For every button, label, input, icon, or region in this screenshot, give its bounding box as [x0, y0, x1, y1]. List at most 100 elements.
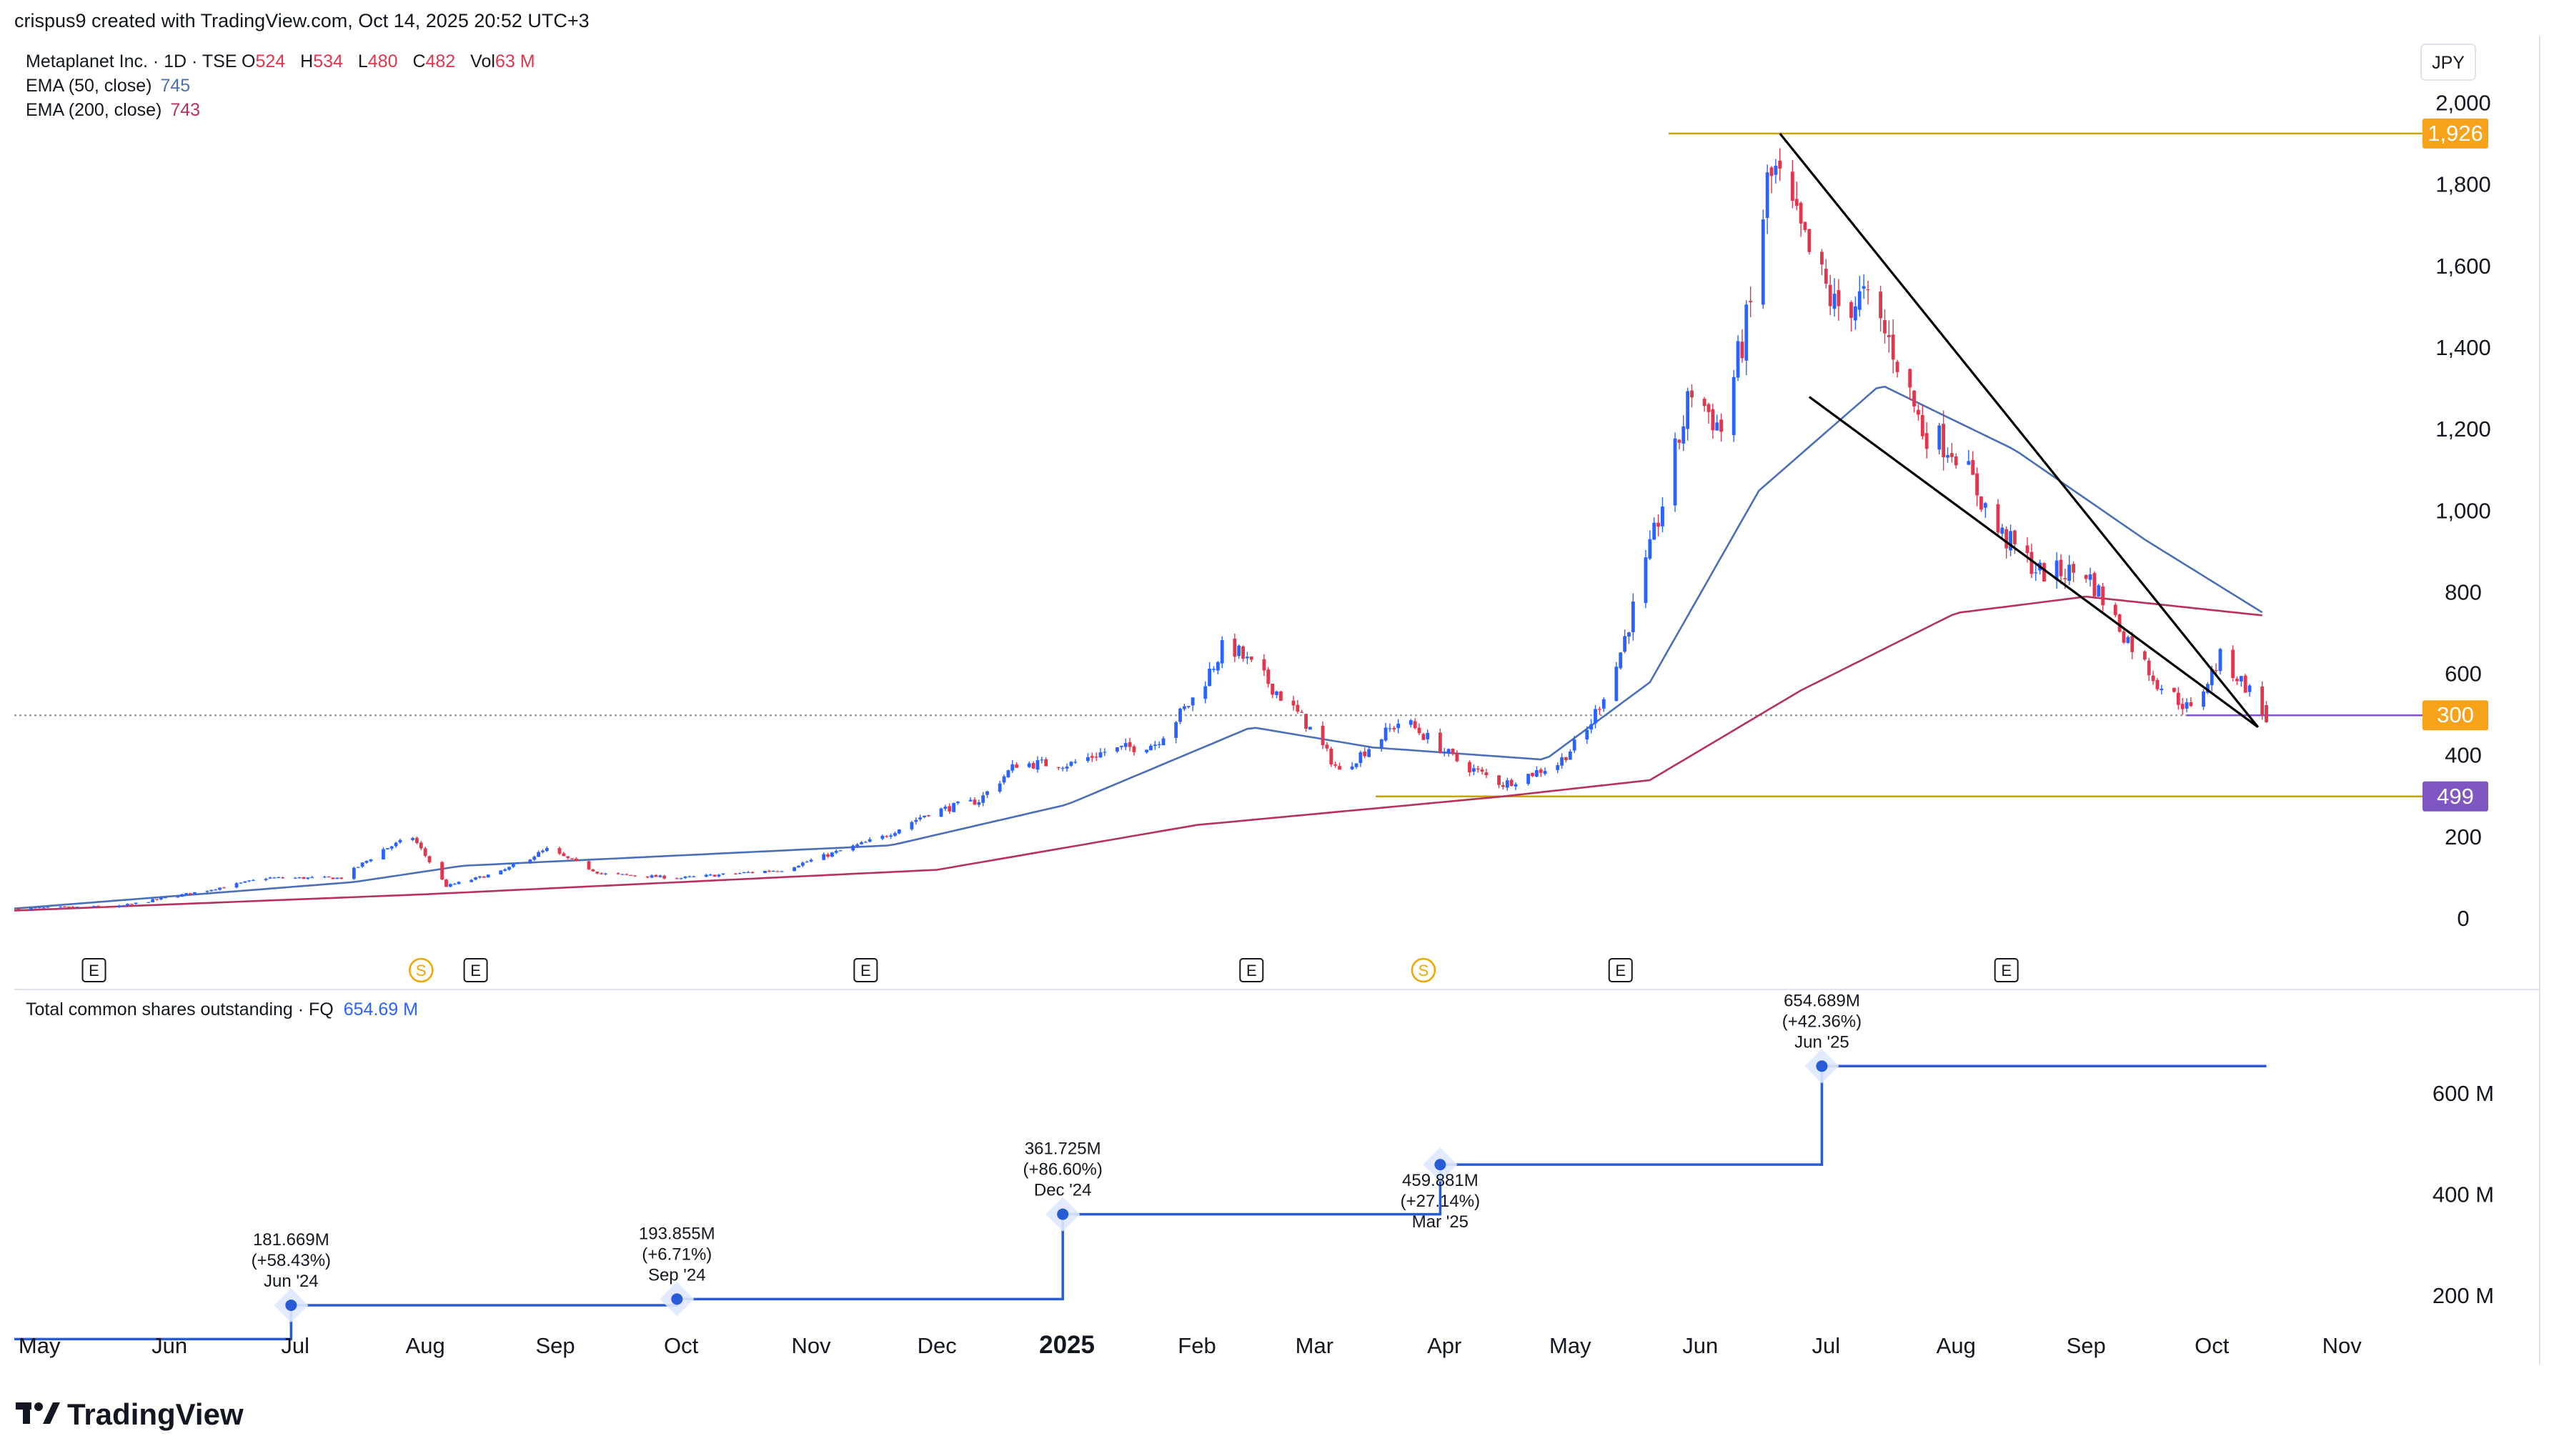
- split-marker[interactable]: S: [409, 957, 434, 983]
- shares-axis-tick: 400 M: [2433, 1182, 2494, 1207]
- candle: [2160, 684, 2164, 695]
- earnings-marker[interactable]: E: [1994, 958, 2019, 982]
- candle: [2072, 561, 2075, 582]
- price-tag-bg: [2423, 118, 2488, 149]
- candle: [1044, 757, 1048, 767]
- candle-body: [1531, 772, 1534, 777]
- price-tag-bg: [2423, 781, 2488, 812]
- candle: [591, 869, 595, 872]
- candle-body: [1027, 763, 1031, 767]
- candle-body: [1031, 763, 1035, 769]
- candle-body: [1480, 769, 1484, 772]
- candle-body: [926, 814, 930, 817]
- candle-body: [868, 839, 872, 842]
- tradingview-logo[interactable]: TradingView: [16, 1397, 244, 1431]
- candle: [1644, 550, 1648, 609]
- candle-body: [1778, 160, 1782, 169]
- candle-body: [184, 893, 189, 894]
- candle-body: [2205, 684, 2210, 693]
- wedge-lower-trendline[interactable]: [1808, 396, 2259, 729]
- candle: [1556, 762, 1560, 774]
- candle: [1996, 499, 2000, 536]
- earnings-marker[interactable]: E: [463, 958, 488, 982]
- candle-body: [126, 904, 129, 906]
- candle-body: [1304, 714, 1308, 729]
- candle: [1942, 410, 1946, 471]
- candle: [750, 871, 755, 874]
- price-tag-label: 499: [2437, 784, 2474, 809]
- earnings-marker[interactable]: E: [1608, 958, 1633, 982]
- candle-body: [1656, 522, 1660, 527]
- candle-body: [2122, 631, 2126, 643]
- candle: [1027, 761, 1031, 769]
- candle: [1325, 742, 1329, 752]
- shares-point-label: Sep '24: [648, 1265, 706, 1285]
- candle-body: [717, 874, 721, 877]
- candle: [712, 874, 717, 877]
- candle-body: [474, 877, 477, 880]
- candle-body: [1568, 752, 1572, 760]
- candle: [1262, 654, 1266, 677]
- candle-body: [977, 802, 981, 805]
- candle-body: [2042, 563, 2046, 582]
- candle-body: [1321, 725, 1325, 746]
- earnings-marker[interactable]: E: [853, 958, 878, 982]
- wedge-upper-trendline[interactable]: [1779, 132, 2260, 728]
- candle-body: [708, 874, 712, 876]
- candle: [1824, 259, 1828, 289]
- split-marker[interactable]: S: [1411, 957, 1436, 983]
- candle-body: [486, 874, 490, 878]
- candle: [2260, 681, 2265, 720]
- candle-body: [956, 802, 960, 804]
- candle: [1539, 767, 1543, 777]
- candle: [2126, 635, 2130, 644]
- candle: [440, 861, 444, 881]
- split-marker-circle: [1411, 957, 1436, 983]
- candle-body: [1383, 727, 1388, 741]
- price-axis[interactable]: 2,000 1,800 1,600 1,400 1,200 1,000 800 600 400 2…: [2435, 91, 2491, 931]
- earnings-marker[interactable]: E: [81, 958, 106, 982]
- candle: [423, 847, 427, 858]
- candle: [457, 881, 461, 884]
- candle: [184, 892, 189, 896]
- candle: [398, 838, 402, 844]
- earnings-marker[interactable]: E: [1239, 958, 1264, 982]
- price-legend: Metaplanet Inc. · 1D · TSE O524 H534 L48…: [26, 51, 535, 120]
- candle-body: [1883, 320, 1887, 334]
- time-axis[interactable]: May Jun Jul Aug Sep Oct Nov Dec 2025 Feb Mar Apr May…: [19, 1331, 2362, 1359]
- candle: [981, 792, 985, 807]
- candle-body: [1098, 752, 1103, 758]
- candle-body: [1408, 720, 1413, 725]
- candle-body: [1145, 749, 1148, 753]
- candle-body: [121, 905, 125, 907]
- candle: [104, 906, 109, 908]
- candle: [155, 899, 159, 901]
- wedge-trendlines[interactable]: [1779, 132, 2260, 729]
- candle-body: [1887, 334, 1891, 337]
- candle-body: [1895, 361, 1899, 372]
- candle-body: [1442, 752, 1446, 754]
- candle-body: [1924, 433, 1929, 449]
- currency-selector[interactable]: JPY: [2420, 44, 2476, 81]
- shares-point-dot: [1057, 1208, 1069, 1220]
- candle-body: [1765, 172, 1769, 219]
- price-axis-tick: 800: [2445, 579, 2482, 604]
- candle: [948, 803, 952, 814]
- earnings-marker-box: [1239, 958, 1264, 982]
- shares-point-label: Mar '25: [1412, 1212, 1469, 1232]
- candle-body: [2126, 637, 2130, 643]
- candle-body: [1455, 752, 1459, 762]
- candle: [1543, 767, 1547, 776]
- candle-body: [1174, 722, 1178, 738]
- candle: [356, 867, 360, 869]
- candle: [1895, 359, 1899, 378]
- candle: [1119, 745, 1123, 750]
- candle: [293, 877, 297, 879]
- candle-body: [1749, 301, 1753, 303]
- time-axis-label: Aug: [1937, 1333, 1976, 1358]
- candle: [587, 860, 591, 870]
- time-axis-label: May: [19, 1333, 61, 1358]
- candle-body: [507, 867, 511, 870]
